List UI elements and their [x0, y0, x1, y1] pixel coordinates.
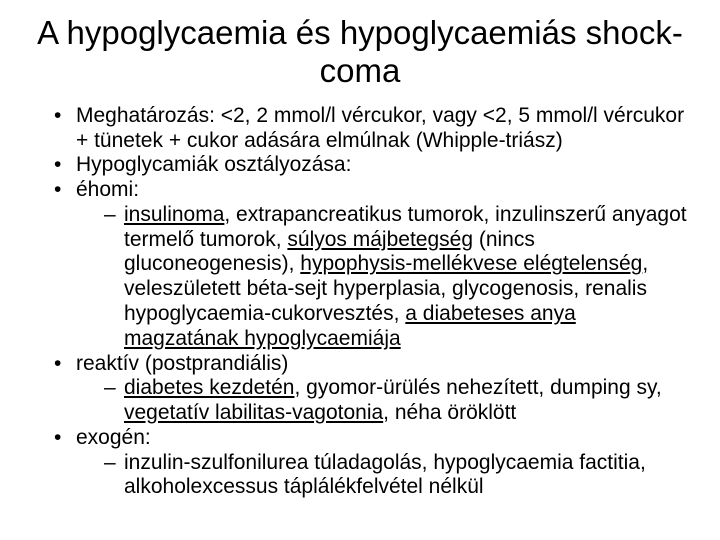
underlined-text: vegetatív labilitas-vagotonia	[124, 401, 383, 424]
sub-list-item: diabetes kezdetén, gyomor-ürülés nehezít…	[104, 376, 690, 426]
underlined-text: hypophysis-mellékvese elégtelenség	[300, 252, 642, 275]
bullet-text: Meghatározás: <2, 2 mmol/l vércukor, vag…	[76, 104, 684, 152]
bullet-text: éhomi:	[76, 178, 139, 201]
underlined-text: insulinoma	[124, 203, 224, 226]
underlined-text: diabetes kezdetén	[124, 376, 294, 399]
text-run: , néha öröklött	[383, 401, 516, 424]
sub-list-item: insulinoma, extrapancreatikus tumorok, i…	[104, 203, 690, 352]
bullet-text: reaktív (postprandiális)	[76, 352, 288, 375]
list-item: exogén: inzulin-szulfonilurea túladagolá…	[54, 426, 690, 500]
text-run: , gyomor-ürülés nehezített, dumping sy,	[294, 376, 661, 399]
bullet-list: Meghatározás: <2, 2 mmol/l vércukor, vag…	[30, 104, 690, 500]
sub-list-item: inzulin-szulfonilurea túladagolás, hypog…	[104, 451, 690, 501]
list-item: reaktív (postprandiális) diabetes kezdet…	[54, 352, 690, 426]
slide: A hypoglycaemia és hypoglycaemiás shock-…	[0, 0, 720, 540]
list-item: Meghatározás: <2, 2 mmol/l vércukor, vag…	[54, 104, 690, 154]
list-item: éhomi: insulinoma, extrapancreatikus tum…	[54, 178, 690, 351]
list-item: Hypoglycamiák osztályozása:	[54, 153, 690, 178]
underlined-text: súlyos májbetegség	[287, 228, 473, 251]
sub-list: insulinoma, extrapancreatikus tumorok, i…	[76, 203, 690, 352]
slide-title: A hypoglycaemia és hypoglycaemiás shock-…	[30, 14, 690, 90]
bullet-text: exogén:	[76, 426, 151, 449]
text-run: inzulin-szulfonilurea túladagolás, hypog…	[124, 451, 646, 499]
sub-list: inzulin-szulfonilurea túladagolás, hypog…	[76, 451, 690, 501]
sub-list: diabetes kezdetén, gyomor-ürülés nehezít…	[76, 376, 690, 426]
bullet-text: Hypoglycamiák osztályozása:	[76, 153, 351, 176]
